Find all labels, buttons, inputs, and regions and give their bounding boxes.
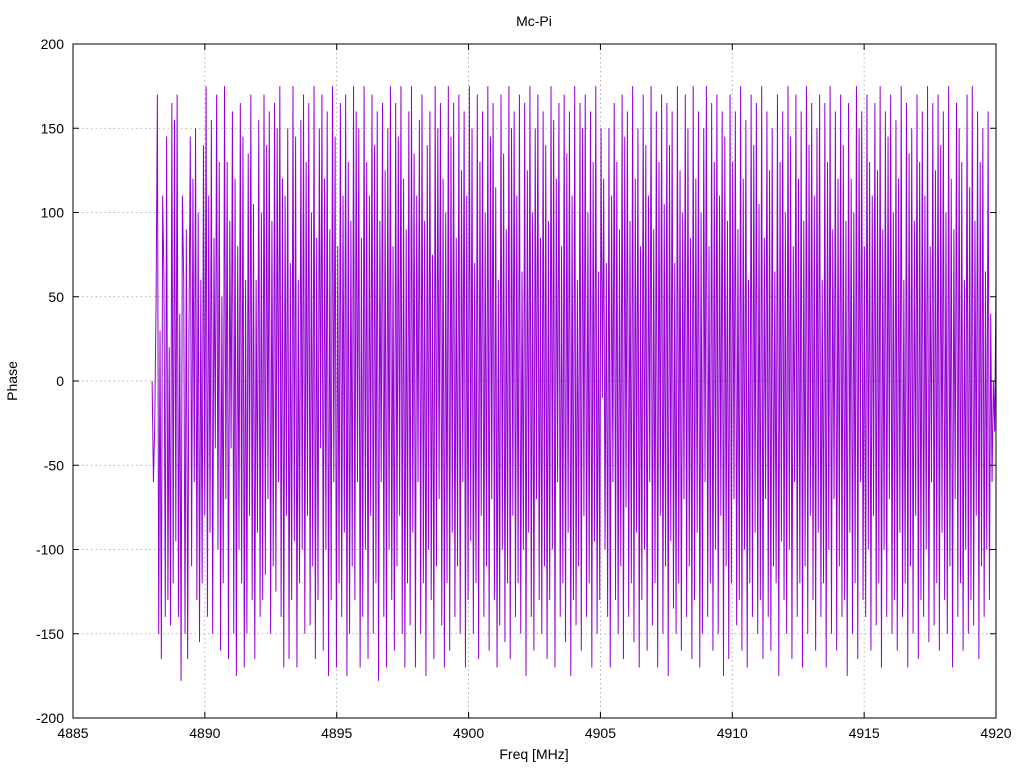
axis-ticks [72, 43, 997, 719]
series-layer [151, 86, 997, 681]
y-tick-label: 50 [48, 289, 64, 305]
tick-labels: 4885 4890 4895 4900 4905 4910 4915 4920 -200 -150… [36, 36, 1012, 741]
x-tick-label: 4910 [717, 725, 748, 741]
y-tick-label: 150 [41, 120, 65, 136]
x-tick-label: 4900 [453, 725, 484, 741]
y-axis-label: Phase [4, 361, 20, 401]
x-tick-label: 4885 [57, 725, 88, 741]
x-tick-label: 4890 [189, 725, 220, 741]
x-axis-label: Freq [MHz] [499, 746, 568, 762]
y-tick-label: 0 [56, 373, 64, 389]
y-tick-label: 200 [41, 36, 65, 52]
x-tick-label: 4915 [849, 725, 880, 741]
y-tick-label: -100 [36, 542, 64, 558]
x-tick-label: 4920 [980, 725, 1011, 741]
chart-title: Mc-Pi [516, 13, 552, 29]
phase-series-line [151, 86, 997, 681]
y-tick-label: -200 [36, 710, 64, 726]
y-tick-label: -50 [44, 457, 64, 473]
x-tick-label: 4895 [321, 725, 352, 741]
y-tick-label: 100 [41, 205, 65, 221]
y-tick-label: -150 [36, 626, 64, 642]
x-tick-label: 4905 [585, 725, 616, 741]
